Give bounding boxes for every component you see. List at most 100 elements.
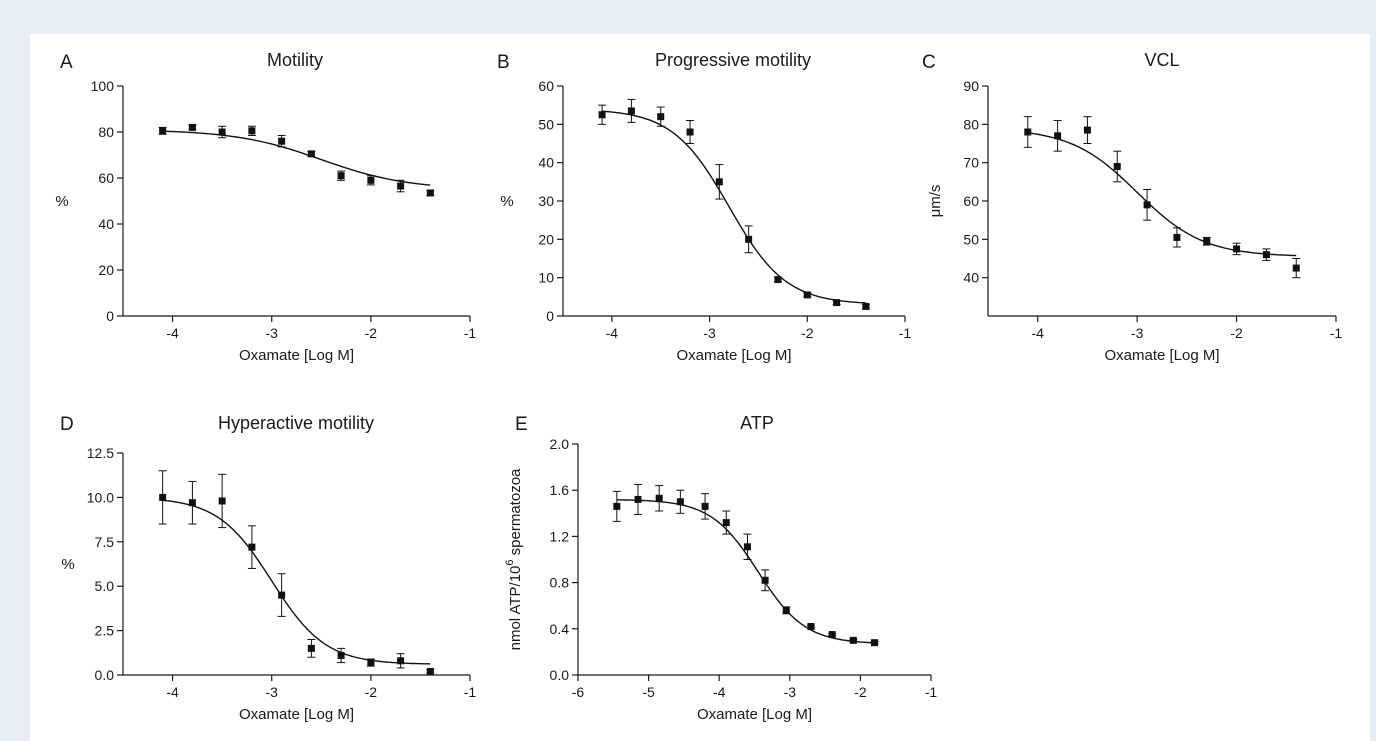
x-tick-label: -4 [166, 684, 179, 700]
data-point [248, 127, 256, 135]
data-point [397, 657, 405, 665]
data-point [743, 543, 751, 551]
chart-C: C VCL 40 50 60 70 80 90 -4 -3 -2 -1 Oxamate [Log M] μ… [922, 50, 1342, 364]
data-point [745, 235, 753, 243]
fit-curve [162, 130, 431, 186]
data-point [337, 172, 345, 180]
panel-letter: D [60, 414, 74, 435]
y-tick-label: 1.6 [550, 482, 570, 498]
x-tick-label: -2 [1230, 325, 1243, 341]
x-tick-label: -4 [713, 684, 726, 700]
y-tick-label: 80 [963, 116, 979, 132]
y-tick-label: 40 [963, 270, 979, 286]
data-point [367, 659, 375, 667]
axes [117, 452, 471, 681]
y-axis-label: % [61, 556, 74, 573]
panel-letter: E [515, 414, 528, 435]
data-point [426, 189, 434, 197]
data-point [627, 107, 635, 115]
data-point [159, 493, 167, 501]
axes [557, 85, 906, 322]
fit-curve [162, 499, 431, 665]
x-tick-label: -4 [166, 325, 179, 341]
y-tick-label: 60 [98, 170, 114, 186]
y-tick-label: 0 [546, 308, 554, 324]
x-axis-label: Oxamate [Log M] [239, 706, 354, 723]
chart-A: A Motility 0 20 40 60 80 100 -4 -3 -2 -1 Oxamate [Lo… [55, 50, 476, 364]
data-point [426, 667, 434, 675]
data-point [188, 499, 196, 507]
y-tick-label: 0.0 [95, 667, 115, 683]
figure-panel [30, 34, 1370, 741]
data-point [1024, 128, 1032, 136]
x-tick-label: -1 [464, 684, 477, 700]
x-tick-label: -3 [265, 325, 278, 341]
data-point [188, 123, 196, 131]
data-point [655, 494, 663, 502]
chart-title: Progressive motility [655, 50, 811, 70]
y-axis-label: μm/s [927, 185, 944, 218]
chart-title: VCL [1144, 50, 1179, 70]
x-tick-label: -4 [1031, 325, 1044, 341]
x-tick-label: -1 [1330, 325, 1343, 341]
x-tick-label: -3 [703, 325, 716, 341]
chart-E: E ATP 0.0 0.4 0.8 1.2 1.6 2.0 -6 -5 -4 -3 -2 -1 Oxamat… [504, 413, 937, 723]
y-tick-label: 100 [91, 78, 115, 94]
y-axis-label-main: nmol ATP/10 [507, 566, 524, 651]
data-point [1203, 237, 1211, 245]
axes [982, 85, 1337, 322]
fit-curve [1027, 132, 1297, 257]
panel-letter: A [60, 52, 73, 73]
data-point [849, 636, 857, 644]
y-tick-label: 20 [538, 231, 554, 247]
y-axis-label: nmol ATP/106 spermatozoa [504, 468, 524, 650]
data-point [657, 113, 665, 121]
y-tick-label: 60 [963, 193, 979, 209]
x-tick-label: -3 [784, 684, 797, 700]
data-point [774, 276, 782, 284]
y-tick-label: 2.5 [95, 623, 115, 639]
data-point [676, 498, 684, 506]
y-tick-label: 20 [98, 262, 114, 278]
x-tick-label: -2 [365, 325, 378, 341]
x-tick-label: -1 [899, 325, 912, 341]
fit-curve [616, 499, 875, 644]
x-tick-label: -5 [642, 684, 655, 700]
data-point [1054, 132, 1062, 140]
y-tick-label: 0.4 [550, 621, 570, 637]
axes [117, 85, 471, 322]
y-tick-label: 0.0 [550, 667, 570, 683]
axes [572, 443, 932, 681]
data-point [307, 644, 315, 652]
data-point [862, 302, 870, 310]
data-point [686, 128, 694, 136]
data-point [1262, 251, 1270, 259]
data-point [761, 576, 769, 584]
x-tick-label: -4 [606, 325, 619, 341]
data-point [1233, 245, 1241, 253]
y-tick-label: 0 [106, 308, 114, 324]
x-axis-label: Oxamate [Log M] [239, 347, 354, 364]
y-axis-label: % [500, 193, 513, 210]
x-tick-label: -2 [854, 684, 867, 700]
data-point [807, 622, 815, 630]
chart-title: Hyperactive motility [218, 413, 374, 433]
x-tick-label: -3 [1131, 325, 1144, 341]
chart-title: Motility [267, 50, 323, 70]
x-tick-label: -6 [572, 684, 585, 700]
y-tick-label: 10 [538, 270, 554, 286]
y-tick-label: 90 [963, 78, 979, 94]
y-tick-label: 40 [538, 155, 554, 171]
y-tick-label: 80 [98, 124, 114, 140]
y-tick-label: 50 [963, 231, 979, 247]
data-point [337, 651, 345, 659]
y-tick-label: 30 [538, 193, 554, 209]
chart-B: B Progressive motility 0 10 20 30 40 50 60 -4 -3 -2… [497, 50, 911, 364]
data-point [307, 150, 315, 158]
y-tick-label: 7.5 [95, 534, 115, 550]
data-point [1113, 163, 1121, 170]
y-tick-label: 40 [98, 216, 114, 232]
data-point [1143, 201, 1151, 209]
data-point [715, 178, 723, 186]
data-point [722, 519, 730, 527]
